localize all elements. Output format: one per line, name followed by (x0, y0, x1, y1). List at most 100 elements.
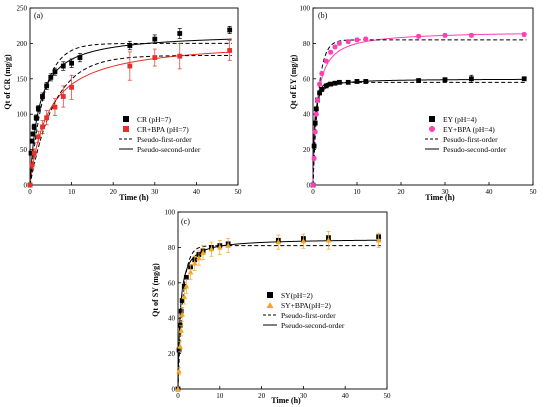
data-point-c-s1 (176, 368, 182, 374)
x-tick-label-a: 50 (235, 188, 243, 196)
x-tick-label-c: 0 (176, 392, 180, 400)
data-point-a-s1 (69, 84, 74, 90)
data-point-b-s1 (468, 32, 474, 38)
legend-marker-cr-bpa (123, 126, 129, 132)
data-point-b-s1 (317, 81, 323, 87)
data-point-b-s1 (336, 40, 342, 46)
data-point-b-s0 (469, 76, 474, 82)
plot-frame-c (177, 211, 388, 390)
legend-label-first-order-a: Pseudo-first-order (137, 135, 192, 144)
data-point-c-s0 (181, 283, 187, 289)
data-point-b-s0 (319, 87, 325, 92)
data-point-a-s1 (60, 94, 66, 99)
data-point-c-s1 (325, 237, 332, 243)
x-tick-label-b: 0 (311, 188, 315, 196)
x-tick-label-a: 10 (68, 188, 76, 196)
data-point-b-s0 (332, 80, 338, 86)
y-tick-label-a: 150 (17, 75, 28, 83)
data-point-c-s1 (177, 343, 183, 349)
data-point-c-s1 (208, 246, 215, 252)
data-point-a-s0 (227, 27, 233, 33)
data-point-b-s0 (354, 79, 360, 84)
data-point-b-s1 (328, 49, 334, 55)
legend-c: SY(pH=2) SY+BPA(pH=2) Pseudo-first-order… (263, 291, 345, 330)
x-tick-label-c: 20 (258, 392, 266, 400)
second-order-fit-a-0 (29, 38, 232, 186)
data-point-b-s0 (416, 78, 421, 83)
x-tick-label-c: 30 (300, 392, 308, 400)
y-tick-label-a: 250 (17, 5, 28, 13)
data-point-a-s0 (69, 60, 74, 66)
data-point-a-s1 (52, 104, 58, 110)
data-point-c-s0 (178, 308, 184, 314)
data-point-a-s1 (29, 162, 35, 168)
data-point-c-s1 (300, 238, 307, 244)
y-tick-label-c: 80 (168, 244, 176, 252)
data-point-a-s1 (44, 115, 50, 121)
data-point-c-s1 (275, 239, 282, 245)
x-tick-label-a: 30 (151, 188, 159, 196)
data-point-b-s0 (317, 90, 322, 96)
y-tick-label-c: 60 (168, 279, 176, 287)
data-point-b-s0 (312, 120, 318, 126)
x-axis-label-b: Time (h) (425, 193, 455, 202)
data-point-a-s1 (31, 150, 37, 156)
first-order-fit-a-1 (29, 54, 232, 186)
data-point-c-s1 (175, 386, 181, 392)
data-point-c-s1 (217, 244, 223, 250)
data-point-c-s1 (191, 260, 198, 266)
data-point-a-s0 (40, 94, 45, 99)
y-axis-label-c: Qt of SY (mg/g) (151, 263, 160, 317)
x-axis-label-c: Time (h) (271, 396, 301, 405)
data-point-b-s0 (521, 76, 527, 82)
legend-marker-ey (429, 116, 435, 122)
data-point-a-s0 (127, 43, 133, 48)
x-tick-label-b: 40 (486, 188, 494, 196)
legend-label-ey: EY (pH=4) (443, 115, 477, 124)
data-point-a-s0 (177, 31, 183, 36)
y-tick-label-a: 100 (17, 111, 28, 119)
x-tick-label-c: 40 (342, 392, 350, 400)
y-tick-label-c: 20 (168, 350, 176, 358)
data-point-b-s1 (310, 182, 316, 188)
x-tick-label-c: 50 (384, 392, 392, 400)
x-tick-label-b: 30 (442, 188, 450, 196)
data-point-b-s1 (319, 70, 325, 76)
data-point-c-s0 (183, 275, 189, 280)
y-tick-label-b: 0 (307, 182, 311, 190)
data-point-c-s1 (178, 327, 184, 333)
data-point-a-s1 (227, 48, 233, 53)
x-tick-label-b: 10 (354, 188, 362, 196)
y-tick-label-a: 50 (20, 146, 28, 154)
legend-marker-sy (267, 292, 273, 298)
y-tick-label-c: 100 (165, 209, 176, 217)
second-order-fit-b-1 (312, 33, 527, 186)
legend-label-cr: CR (pH=7) (137, 115, 172, 124)
data-point-a-s0 (48, 74, 54, 80)
data-point-b-s0 (313, 106, 319, 112)
y-tick-label-c: 0 (172, 386, 176, 394)
data-point-c-s1 (183, 283, 190, 289)
data-point-a-s1 (152, 55, 158, 60)
y-tick-label-a: 200 (17, 40, 28, 48)
data-point-a-s0 (52, 69, 58, 75)
data-point-c-s0 (179, 298, 185, 303)
x-axis-label-a: Time (h) (119, 193, 149, 202)
data-point-c-s1 (181, 293, 188, 300)
data-point-a-s1 (27, 182, 33, 188)
data-point-a-s1 (40, 124, 45, 130)
panel-b: 0 10 20 30 40 50 0 20 40 60 80 100 (b) Time (h) Qt … (289, 5, 537, 203)
data-point-c-s1 (200, 249, 206, 255)
data-point-a-s0 (30, 131, 36, 137)
x-tick-label-a: 20 (110, 188, 118, 196)
data-point-b-s1 (416, 33, 422, 39)
y-tick-label-b: 20 (303, 146, 311, 154)
data-point-b-s0 (337, 79, 342, 85)
data-point-a-s0 (28, 150, 34, 156)
first-order-fit-c-0 (177, 245, 381, 390)
data-point-b-s1 (521, 32, 527, 38)
second-order-fit-a-1 (29, 51, 232, 186)
y-axis-label-b: Qt of EY (mg/g) (289, 54, 298, 109)
